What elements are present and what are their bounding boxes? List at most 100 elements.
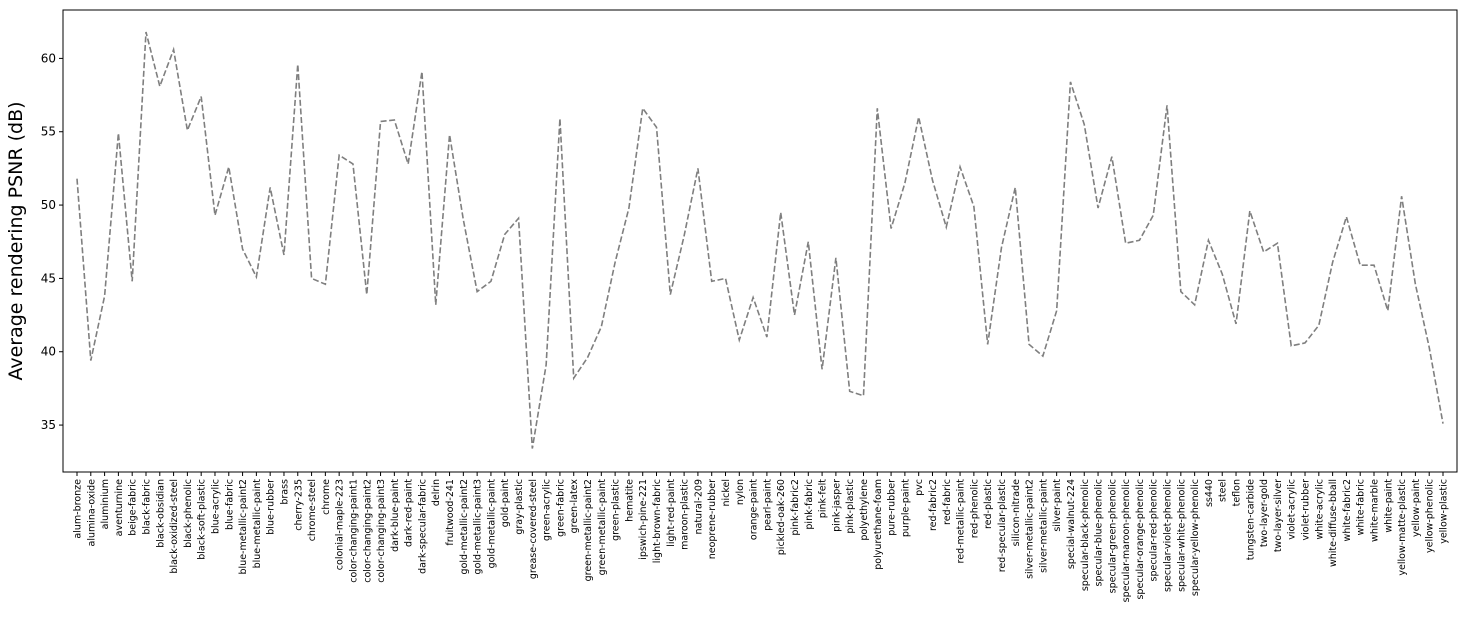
y-tick-label: 55 [41, 125, 56, 139]
y-tick-label: 45 [41, 271, 56, 285]
x-tick-label-color-changing-paint1: color-changing-paint1 [348, 479, 359, 583]
x-tick-label-specular-red-phenolic: specular-red-phenolic [1149, 479, 1160, 582]
x-tick-label-specular-violet-phenolic: specular-violet-phenolic [1163, 479, 1174, 592]
chart-marks [76, 31, 1444, 449]
x-tick-label-specular-yellow-phenolic: specular-yellow-phenolic [1190, 479, 1201, 596]
x-tick-label-white-acrylic: white-acrylic [1314, 479, 1325, 540]
x-tick-label-aluminium: aluminium [100, 479, 111, 529]
x-tick-label-gray-plastic: gray-plastic [514, 479, 525, 535]
x-tick-label-gold-paint: gold-paint [500, 479, 511, 527]
x-tick-label-gold-metallic-paint3: gold-metallic-paint3 [473, 479, 484, 574]
y-axis-label: Average rendering PSNR (dB) [5, 101, 27, 380]
x-tick-label-yellow-matte-plastic: yellow-matte-plastic [1397, 479, 1408, 576]
y-tick-label: 60 [41, 51, 56, 65]
x-tick-label-yellow-phenolic: yellow-phenolic [1425, 479, 1436, 553]
x-tick-label-delrin: delrin [431, 479, 442, 506]
x-tick-label-specular-maroon-phenolic: specular-maroon-phenolic [1121, 479, 1132, 602]
x-tick-label-color-changing-paint2: color-changing-paint2 [362, 479, 373, 583]
x-tick-label-purple-paint: purple-paint [900, 479, 911, 537]
x-tick-label-pearl-paint: pearl-paint [762, 479, 773, 531]
y-tick-label: 35 [41, 418, 56, 432]
x-tick-label-pink-jasper: pink-jasper [831, 479, 842, 532]
x-tick-label-green-fabric: green-fabric [555, 479, 566, 537]
x-tick-label-yellow-plastic: yellow-plastic [1439, 479, 1450, 544]
x-tick-label-silver-paint: silver-paint [1052, 479, 1063, 532]
x-tick-label-pink-plastic: pink-plastic [845, 479, 856, 534]
x-tick-label-fruitwood-241: fruitwood-241 [445, 479, 456, 546]
x-tick-label-white-diffuse-bball: white-diffuse-bball [1328, 479, 1339, 567]
x-tick-label-pure-rubber: pure-rubber [887, 479, 898, 536]
x-tick-label-ipswich-pine-221: ipswich-pine-221 [638, 479, 649, 560]
x-tick-label-two-layer-silver: two-layer-silver [1273, 479, 1284, 552]
x-tick-label-pink-fabric: pink-fabric [804, 479, 815, 530]
x-tick-label-pickled-oak-260: pickled-oak-260 [776, 479, 787, 555]
y-axis-ticks: 35 40 45 50 55 60 [41, 51, 63, 432]
x-tick-label-blue-rubber: blue-rubber [266, 479, 277, 535]
x-tick-label-gold-metallic-paint: gold-metallic-paint [486, 479, 497, 569]
x-tick-label-silicon-nitrade: silicon-nitrade [1011, 479, 1022, 546]
x-tick-label-light-brown-fabric: light-brown-fabric [652, 479, 663, 563]
x-tick-label-green-metallic-paint: green-metallic-paint [597, 479, 608, 576]
y-tick-label: 40 [41, 345, 56, 359]
x-tick-label-red-fabric: red-fabric [942, 479, 953, 525]
x-tick-label-red-phenolic: red-phenolic [969, 479, 980, 538]
x-tick-label-black-oxidized-steel: black-oxidized-steel [169, 479, 180, 574]
psnr-series-line [76, 31, 1444, 449]
x-tick-label-dark-specular-fabric: dark-specular-fabric [417, 479, 428, 574]
x-tick-label-red-fabric2: red-fabric2 [928, 479, 939, 531]
x-tick-label-white-fabric: white-fabric [1356, 479, 1367, 535]
x-tick-label-green-plastic: green-plastic [611, 479, 622, 541]
x-tick-label-specular-black-phenolic: specular-black-phenolic [1080, 479, 1091, 591]
x-tick-label-orange-paint: orange-paint [749, 479, 760, 540]
x-tick-label-tungsten-carbide: tungsten-carbide [1245, 479, 1256, 560]
x-tick-label-aventurnine: aventurnine [114, 479, 125, 536]
x-tick-label-pvc: pvc [914, 479, 925, 496]
x-tick-label-red-specular-plastic: red-specular-plastic [997, 479, 1008, 572]
x-tick-label-violet-acrylic: violet-acrylic [1287, 479, 1298, 540]
x-tick-label-blue-fabric: blue-fabric [224, 479, 235, 530]
x-tick-label-ss440: ss440 [1204, 479, 1215, 507]
x-tick-label-silver-metallic-paint2: silver-metallic-paint2 [1025, 479, 1036, 579]
x-tick-label-colonial-maple-223: colonial-maple-223 [335, 479, 346, 570]
x-tick-label-chrome-steel: chrome-steel [307, 479, 318, 541]
x-tick-label-dark-blue-paint: dark-blue-paint [390, 479, 401, 552]
x-tick-label-blue-acrylic: blue-acrylic [210, 479, 221, 534]
x-tick-label-alum-bronze: alum-bronze [73, 479, 84, 539]
x-tick-label-pink-fabric2: pink-fabric2 [790, 479, 801, 536]
x-tick-label-neoprene-rubber: neoprene-rubber [707, 479, 718, 559]
x-tick-label-red-plastic: red-plastic [983, 479, 994, 529]
x-tick-label-blue-metallic-paint2: blue-metallic-paint2 [238, 479, 249, 574]
x-tick-label-polyurethane-foam: polyurethane-foam [873, 479, 884, 570]
x-tick-label-specular-green-phenolic: specular-green-phenolic [1107, 479, 1118, 593]
x-tick-label-two-layer-gold: two-layer-gold [1259, 479, 1270, 547]
x-tick-label-green-acrylic: green-acrylic [542, 479, 553, 541]
x-axis-ticks: alum-bronze alumina-oxide aluminium aventur… [73, 472, 1450, 602]
x-tick-label-brass: brass [279, 479, 290, 505]
x-tick-label-red-metallic-paint: red-metallic-paint [956, 479, 967, 564]
x-tick-label-nylon: nylon [735, 479, 746, 505]
plot-frame [62, 9, 1458, 473]
x-tick-label-pink-felt: pink-felt [818, 479, 829, 518]
x-tick-label-black-fabric: black-fabric [141, 479, 152, 535]
x-tick-label-violet-rubber: violet-rubber [1301, 479, 1312, 541]
x-tick-label-chrome: chrome [321, 479, 332, 515]
x-tick-label-grease-covered-steel: grease-covered-steel [528, 479, 539, 579]
x-tick-label-polyethylene: polyethylene [859, 479, 870, 541]
x-tick-label-silver-metallic-paint: silver-metallic-paint [1038, 479, 1049, 573]
x-tick-label-nickel: nickel [721, 479, 732, 507]
x-tick-label-white-paint: white-paint [1383, 479, 1394, 533]
x-tick-label-white-marble: white-marble [1370, 479, 1381, 542]
x-tick-label-green-latex: green-latex [569, 479, 580, 534]
x-tick-label-alumina-oxide: alumina-oxide [86, 479, 97, 547]
x-tick-label-hematite: hematite [624, 479, 635, 522]
x-tick-label-specular-blue-phenolic: specular-blue-phenolic [1094, 479, 1105, 586]
x-tick-label-black-phenolic: black-phenolic [183, 479, 194, 548]
x-tick-label-green-metallic-paint2: green-metallic-paint2 [583, 479, 594, 581]
x-tick-label-specular-white-phenolic: specular-white-phenolic [1176, 479, 1187, 592]
x-tick-label-specular-orange-phenolic: specular-orange-phenolic [1135, 479, 1146, 600]
x-tick-label-cherry-235: cherry-235 [293, 479, 304, 531]
x-tick-label-yellow-paint: yellow-paint [1411, 479, 1422, 537]
x-tick-label-black-soft-plastic: black-soft-plastic [197, 479, 208, 560]
x-tick-label-dark-red-paint: dark-red-paint [404, 479, 415, 547]
